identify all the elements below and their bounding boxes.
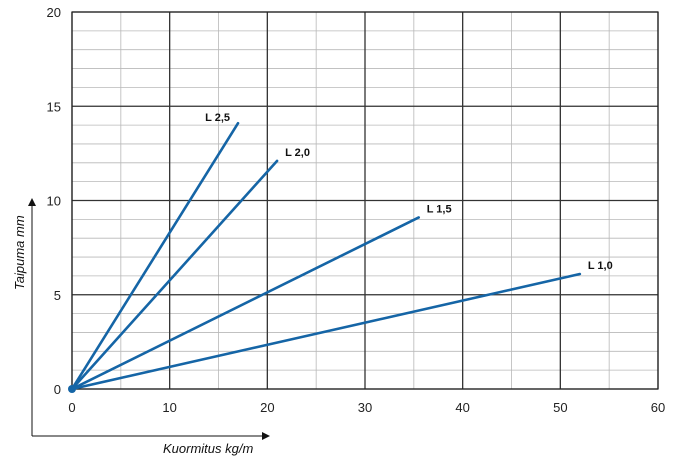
series-label: L 1,0 (588, 260, 613, 272)
x-axis-title: Kuormitus kg/m (163, 441, 253, 456)
series-line (70, 159, 279, 391)
y-tick-label: 10 (47, 194, 61, 209)
y-tick-labels: 0 5 10 15 20 (47, 5, 61, 397)
origin-marker (68, 385, 76, 393)
x-tick-label: 10 (162, 400, 176, 415)
x-tick-labels: 0 10 20 30 40 50 60 (68, 400, 665, 415)
series-label: L 1,5 (427, 203, 452, 215)
y-tick-label: 5 (54, 288, 61, 303)
y-tick-label: 15 (47, 99, 61, 114)
x-tick-label: 20 (260, 400, 274, 415)
x-tick-label: 40 (455, 400, 469, 415)
y-axis-title: Taipuma mm (12, 215, 27, 290)
x-tick-label: 50 (553, 400, 567, 415)
origin-point (68, 385, 76, 393)
series-line (70, 216, 421, 391)
series-line (70, 121, 240, 391)
x-tick-label: 30 (358, 400, 372, 415)
x-tick-label: 0 (68, 400, 75, 415)
x-tick-label: 60 (651, 400, 665, 415)
series-line (70, 272, 582, 391)
series-label: L 2,5 (205, 112, 230, 124)
series-label: L 2,0 (285, 147, 310, 159)
plot-frame (71, 11, 659, 390)
y-tick-label: 0 (54, 382, 61, 397)
y-tick-label: 20 (47, 5, 61, 20)
series-lines (70, 121, 582, 391)
series-labels: L 2,5 L 2,0 L 1,5 L 1,0 (205, 112, 613, 272)
